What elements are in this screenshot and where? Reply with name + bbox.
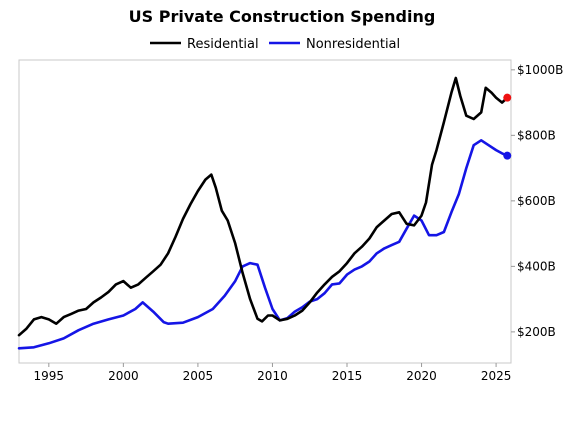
x-tick-label-5: 2020 [406, 369, 437, 383]
x-tick-label-0: 1995 [34, 369, 65, 383]
series-line-residential [17, 76, 509, 337]
y-tick-label-4: $1000B [517, 63, 563, 77]
legend: Residential Nonresidential [150, 37, 400, 52]
chart-title: US Private Construction Spending [129, 7, 436, 26]
x-tick-label-3: 2010 [257, 369, 288, 383]
end-markers [503, 93, 512, 160]
plot-area [18, 59, 512, 364]
series-layer [17, 76, 509, 350]
end-marker-residential [503, 93, 512, 102]
x-tick-label-1: 2000 [108, 369, 139, 383]
y-axis: $200B $400B $600B $800B $1000B [511, 63, 563, 339]
end-marker-nonresidential [503, 151, 512, 160]
y-tick-label-0: $200B [517, 325, 556, 339]
y-tick-label-2: $600B [517, 194, 556, 208]
y-tick-label-3: $800B [517, 128, 556, 142]
x-axis: 1995 2000 2005 2010 2015 2020 2025 [34, 363, 512, 383]
legend-label-1: Nonresidential [306, 37, 400, 52]
x-tick-label-6: 2025 [481, 369, 512, 383]
x-tick-label-4: 2015 [332, 369, 363, 383]
x-tick-label-2: 2005 [183, 369, 214, 383]
legend-label-0: Residential [187, 37, 259, 52]
y-tick-label-1: $400B [517, 259, 556, 273]
